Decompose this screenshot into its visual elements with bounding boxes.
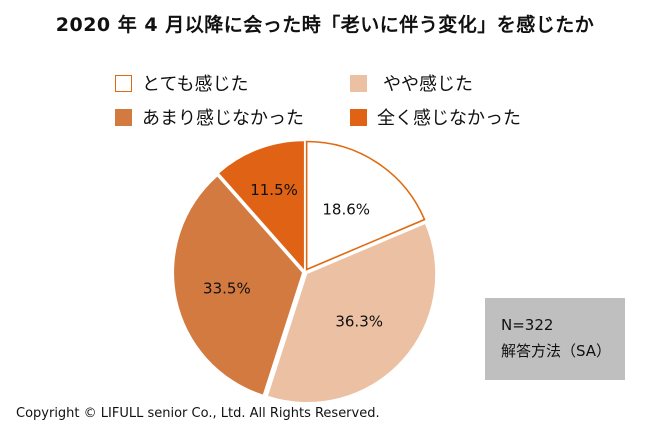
- legend-swatch-notatall: [350, 108, 367, 126]
- pie-slice-notatall: [219, 141, 304, 270]
- slice-label-somewhat: 36.3%: [335, 313, 383, 331]
- legend-swatch-notmuch: [115, 108, 132, 126]
- legend-item-notatall: 全く感じなかった: [350, 104, 521, 130]
- pie-slice-very: [305, 140, 426, 271]
- chart-title: 2020 年 4 月以降に会った時「老いに伴う変化」を感じたか: [55, 14, 595, 36]
- pie-slice-notmuch: [174, 176, 303, 395]
- answer-method: 解答方法（SA）: [501, 342, 612, 360]
- legend-label-notmuch: あまり感じなかった: [142, 108, 304, 129]
- slice-label-notmuch: 33.5%: [203, 279, 251, 297]
- pie-slice-somewhat: [268, 224, 436, 403]
- slice-label-notatall: 11.5%: [250, 181, 298, 199]
- legend: とても感じた やや感じた あまり感じなかった 全く感じなかった: [0, 0, 650, 140]
- copyright: Copyright © LIFULL senior Co., Ltd. All …: [16, 406, 380, 421]
- legend-swatch-very: [115, 74, 132, 92]
- legend-label-very: とても感じた: [142, 74, 249, 95]
- legend-label-notatall: 全く感じなかった: [377, 108, 521, 129]
- legend-item-somewhat: やや感じた: [350, 70, 473, 96]
- legend-swatch-somewhat: [350, 74, 367, 92]
- legend-item-very: とても感じた: [115, 70, 249, 96]
- sample-size: N=322: [501, 316, 554, 334]
- slice-label-very: 18.6%: [322, 201, 370, 219]
- legend-label-somewhat: やや感じた: [383, 74, 473, 95]
- sample-note: N=322 解答方法（SA）: [485, 298, 625, 380]
- legend-item-notmuch: あまり感じなかった: [115, 104, 304, 130]
